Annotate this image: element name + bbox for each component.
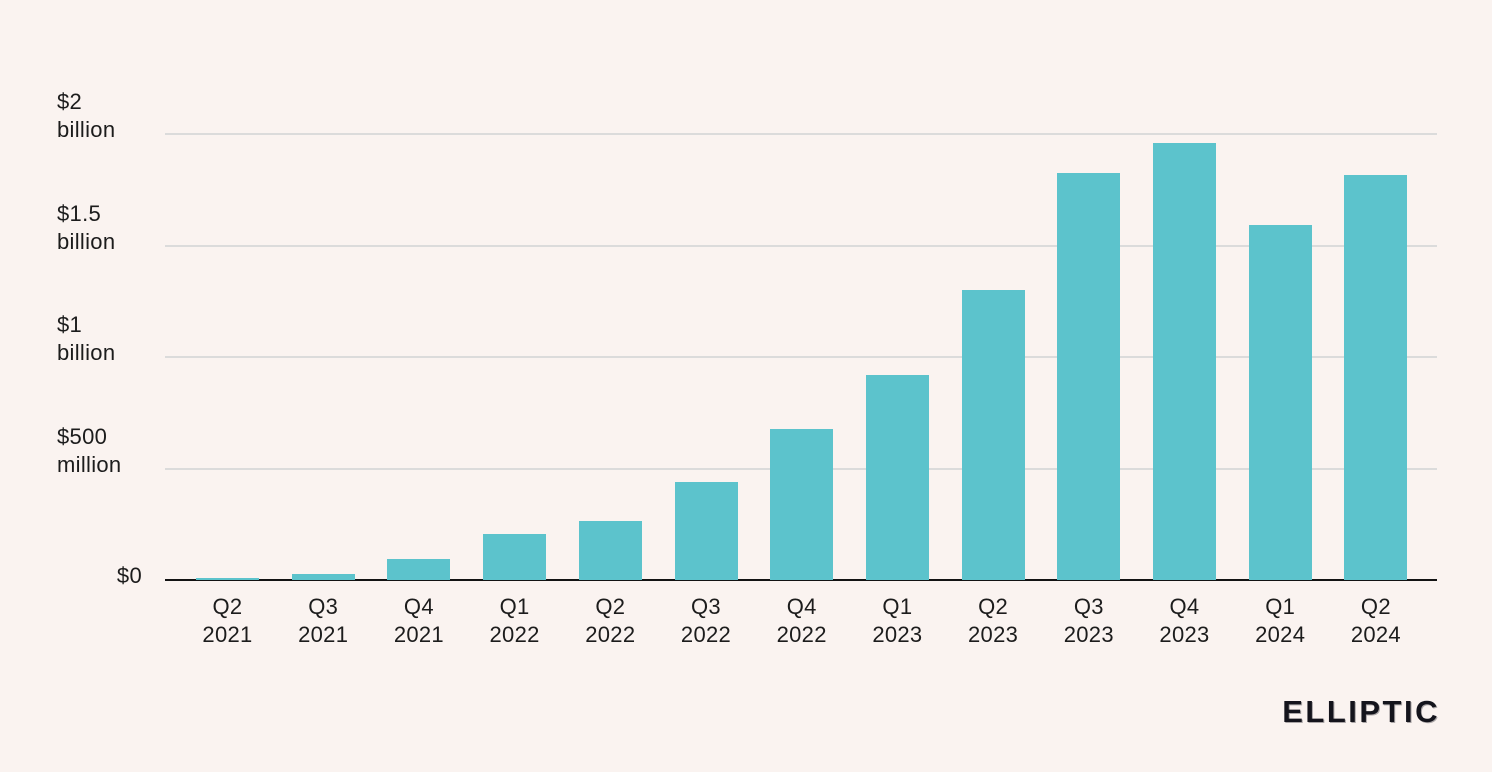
quarter-label: Q2 [1360,594,1391,619]
x-tick-label-q1-2023: Q1 2023 [837,593,957,649]
gridline-1500m [165,244,1437,247]
x-tick-label-q2-2023: Q2 2023 [933,593,1053,649]
quarter-label: Q1 [499,594,530,619]
y-tick-line2: million [57,451,122,477]
bar-q2-2022 [578,520,642,580]
bar-q4-2021 [387,558,451,580]
y-tick-label-2000m: $2 billion [57,88,115,144]
y-tick-line1: $0 [116,563,142,588]
year-label: 2021 [298,622,349,647]
year-label: 2023 [968,622,1019,647]
x-tick-label-q2-2021: Q2 2021 [168,593,288,649]
bar-q3-2021 [291,574,355,580]
year-label: 2021 [393,622,444,647]
bar-q3-2022 [674,481,738,580]
y-tick-line1: $500 [57,423,108,449]
bar-q2-2021 [196,578,259,580]
quarter-label: Q2 [212,594,243,619]
year-label: 2023 [872,622,923,647]
bar-q2-2024 [1344,175,1408,580]
year-label: 2024 [1350,622,1401,647]
bar-q1-2023 [865,374,929,580]
y-tick-line2: billion [57,228,116,254]
x-tick-label-q3-2023: Q3 2023 [1029,593,1149,649]
y-tick-line2: billion [57,340,116,365]
y-tick-label-0m: $0 [57,562,142,590]
year-label: 2022 [680,622,732,647]
quarter-label: Q1 [882,594,913,619]
year-label: 2022 [585,622,636,647]
quarter-label: Q1 [1265,594,1296,619]
bar-q2-2023 [961,290,1025,580]
y-tick-label-1000m: $1 billion [57,311,115,367]
bar-q1-2022 [483,534,547,580]
y-tick-label-500m: $500 million [57,423,121,479]
x-tick-label-q1-2024: Q1 2024 [1220,593,1340,649]
x-tick-label-q4-2021: Q4 2021 [359,593,479,649]
y-tick-line1: $1.5 [57,200,102,226]
quarter-label: Q3 [1073,594,1104,619]
year-label: 2024 [1255,622,1306,647]
x-tick-label-q1-2022: Q1 2022 [455,593,575,649]
plot-area [165,133,1437,581]
elliptic-logo: ELLIPTIC [1282,694,1440,729]
year-label: 2022 [489,622,540,647]
quarter-label: Q2 [978,594,1009,619]
y-tick-line1: $1 [57,312,83,337]
x-tick-label-q2-2022: Q2 2022 [550,593,670,649]
quarter-label: Q2 [595,594,626,619]
gridline-1000m [165,356,1437,358]
year-label: 2021 [202,622,253,647]
bar-q4-2022 [770,429,834,580]
y-tick-line2: billion [57,117,116,142]
bar-q3-2023 [1057,173,1121,580]
y-tick-label-1500m: $1.5 billion [57,200,115,256]
quarter-label: Q4 [786,594,817,619]
year-label: 2023 [1063,622,1114,647]
x-tick-label-q4-2022: Q4 2022 [742,593,862,649]
x-tick-label-q3-2022: Q3 2022 [646,593,766,649]
quarter-label: Q3 [308,594,339,619]
quarter-label: Q3 [691,594,721,619]
year-label: 2023 [1159,622,1210,647]
year-label: 2022 [776,622,827,647]
bar-q4-2023 [1153,142,1216,580]
y-tick-line1: $2 [57,89,83,114]
quarter-label: Q4 [1169,594,1200,619]
x-tick-label-q4-2023: Q4 2023 [1125,593,1245,649]
x-axis-line [165,579,1437,581]
bar-q1-2024 [1248,225,1312,580]
quarter-label: Q4 [403,594,434,619]
x-tick-label-q3-2021: Q3 2021 [263,593,383,649]
x-tick-label-q2-2024: Q2 2024 [1316,593,1436,649]
gridline-2000m [165,133,1437,135]
